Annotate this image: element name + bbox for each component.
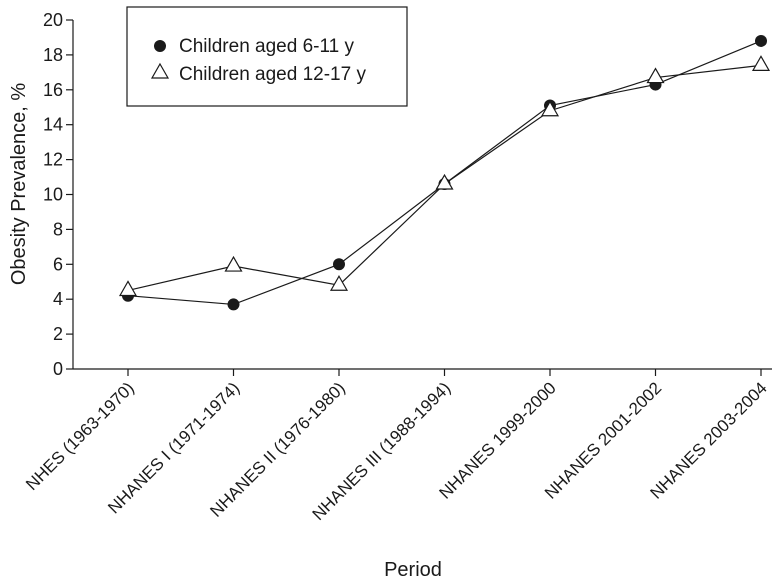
data-point-circle <box>755 34 767 47</box>
legend-box <box>126 6 408 107</box>
data-point-triangle <box>435 173 454 190</box>
data-point-circle <box>227 298 240 311</box>
legend-label-series-1: Children aged 6-11 y <box>179 36 354 57</box>
data-point-triangle <box>646 67 665 84</box>
y-tick-label: 10 <box>43 185 63 205</box>
legend: Children aged 6-11 y Children aged 12-17… <box>126 6 408 107</box>
legend-marker-filled-circle-icon <box>154 40 166 52</box>
x-tick-label: NHANES 2003-2004 <box>646 378 770 502</box>
data-point-circle <box>333 258 345 271</box>
y-tick-label: 14 <box>43 115 63 135</box>
y-axis-ticks: 0 2 4 6 8 10 12 14 16 18 20 <box>43 10 73 379</box>
x-axis-title: Period <box>384 559 442 581</box>
y-tick-label: 20 <box>43 10 63 30</box>
y-tick-label: 16 <box>43 80 63 100</box>
y-tick-label: 4 <box>53 289 63 309</box>
y-tick-label: 12 <box>43 150 63 170</box>
data-point-triangle <box>329 275 349 291</box>
data-point-triangle <box>751 55 771 71</box>
x-tick-label: NHANES 2001-2002 <box>541 378 665 502</box>
legend-marker-open-triangle-icon <box>150 62 170 79</box>
y-axis-title: Obesity Prevalence, % <box>8 83 30 286</box>
y-tick-label: 6 <box>53 254 63 274</box>
data-point-triangle <box>224 255 243 272</box>
series-layer <box>118 34 771 311</box>
y-tick-label: 8 <box>53 219 63 239</box>
x-axis-ticks: NHES (1963-1970)NHANES I (1971-1974)NHAN… <box>22 369 771 524</box>
x-tick-label: NHANES 1999-2000 <box>435 378 559 502</box>
legend-label-series-2: Children aged 12-17 y <box>179 64 366 85</box>
series-2 <box>118 55 771 297</box>
x-tick-label: NHES (1963-1970) <box>22 378 138 494</box>
data-point-triangle <box>118 280 138 297</box>
data-point-triangle <box>540 100 560 117</box>
y-tick-label: 2 <box>53 324 63 344</box>
y-tick-label: 18 <box>43 45 63 65</box>
y-tick-label: 0 <box>53 359 63 379</box>
